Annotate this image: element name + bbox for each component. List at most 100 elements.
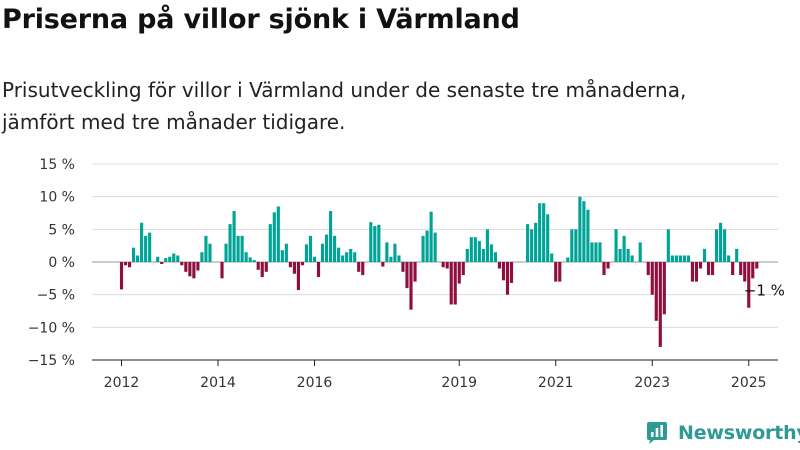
subtitle-line-2: jämfört med tre månader tidigare.: [2, 110, 346, 134]
bar: [119, 262, 124, 290]
bar: [630, 255, 634, 262]
y-tick-label: 5 %: [48, 222, 75, 238]
bar: [316, 262, 321, 278]
bar: [164, 258, 168, 262]
bar: [272, 212, 276, 262]
bar: [570, 229, 574, 262]
x-tick-label: 2014: [200, 375, 236, 391]
bar: [361, 262, 365, 276]
bar: [401, 262, 405, 272]
bar: [489, 244, 493, 262]
bar: [260, 262, 264, 278]
bar: [236, 235, 240, 262]
bar: [509, 262, 514, 283]
bar: [473, 237, 477, 262]
chart-annotations: −1 %: [744, 282, 785, 300]
bar: [698, 262, 703, 269]
bar: [377, 224, 381, 262]
bar: [666, 229, 670, 262]
bar: [582, 201, 586, 262]
bar: [574, 229, 578, 262]
bar: [341, 255, 345, 262]
y-tick-label: 15 %: [39, 157, 75, 173]
bar: [715, 229, 719, 262]
x-axis: 2012 2014 2016 2019 2021 2023 2025: [92, 359, 778, 391]
y-tick-label: 0 %: [48, 255, 75, 271]
chart-bars: [119, 196, 759, 347]
bar: [369, 222, 373, 262]
bar: [578, 196, 582, 262]
bar: [755, 262, 759, 269]
bar: [429, 211, 433, 262]
bar: [292, 262, 296, 274]
bar: [397, 255, 401, 262]
bar: [329, 211, 333, 262]
y-axis-labels: 15 % 10 % 5 % 0 % −5 % −10 % −15 %: [28, 157, 75, 369]
bar: [558, 262, 562, 282]
x-tick-label: 2012: [104, 375, 140, 391]
bar: [232, 211, 236, 262]
bar: [566, 257, 570, 262]
bar: [554, 262, 558, 282]
bar: [449, 262, 453, 305]
bar: [710, 262, 715, 276]
bar: [421, 235, 425, 262]
bar: [312, 256, 317, 262]
bar: [606, 262, 610, 269]
bar: [333, 235, 337, 262]
bar: [144, 235, 148, 262]
bar: [735, 248, 739, 262]
bar: [409, 262, 413, 310]
y-tick-label: −10 %: [28, 320, 75, 336]
bar: [719, 222, 723, 262]
bar: [264, 262, 268, 272]
bar: [542, 203, 546, 262]
bar: [674, 255, 678, 262]
bar: [192, 262, 196, 279]
bar: [590, 242, 594, 262]
bar: [425, 230, 429, 262]
bar: [308, 235, 313, 262]
x-tick-label: 2016: [297, 375, 333, 391]
chart-subtitle: Prisutveckling för villor i Värmland und…: [2, 74, 792, 138]
bar: [465, 248, 469, 262]
bar: [534, 222, 538, 262]
bar: [252, 260, 256, 262]
bar: [373, 226, 377, 262]
bar: [256, 262, 260, 270]
bar: [240, 235, 244, 262]
bar: [248, 257, 252, 262]
brand-name: Newsworthy: [678, 422, 800, 444]
y-tick-label: 10 %: [39, 190, 75, 206]
bar: [618, 248, 622, 262]
bar: [349, 248, 353, 262]
bar: [324, 234, 329, 262]
bar: [461, 262, 465, 276]
bar: [188, 262, 192, 277]
bar: [706, 262, 711, 276]
bar: [739, 262, 743, 276]
bar: [268, 224, 272, 262]
bar: [127, 262, 132, 268]
bar: [220, 262, 224, 279]
bar: [477, 241, 481, 262]
y-tick-label: −5 %: [37, 288, 75, 304]
bar: [646, 262, 650, 276]
bar: [678, 255, 682, 262]
bar: [747, 262, 751, 308]
bar: [614, 229, 618, 262]
bar: [550, 253, 554, 262]
bar: [320, 243, 325, 262]
bar: [345, 252, 349, 262]
bar: [180, 262, 184, 266]
bar: [654, 262, 658, 321]
bar: [505, 262, 510, 295]
bar: [546, 214, 550, 262]
bar: [586, 209, 590, 262]
bar: [453, 262, 457, 305]
bar: [337, 247, 341, 262]
bar: [353, 252, 357, 262]
newsworthy-logo-icon: [647, 422, 667, 444]
bar: [727, 255, 731, 262]
bar: [168, 256, 172, 262]
